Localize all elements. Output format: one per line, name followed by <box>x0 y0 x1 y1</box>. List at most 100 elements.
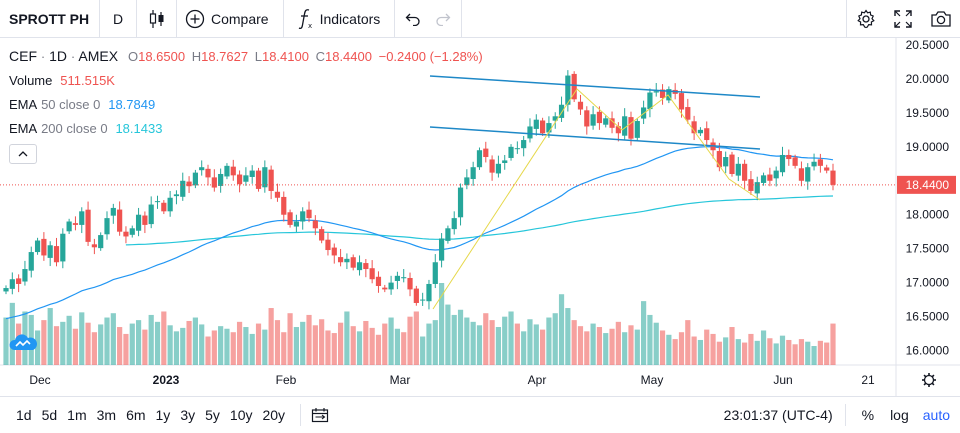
x-tick-label: Jun <box>773 373 792 387</box>
volume-bar <box>628 325 634 365</box>
candle-body <box>319 229 325 241</box>
gear-tooth <box>931 382 935 386</box>
volume-bar <box>476 325 483 365</box>
volume-bar <box>817 340 823 365</box>
redo-icon[interactable] <box>435 12 451 26</box>
candle-body <box>401 277 407 279</box>
legend-ohlc: O18.6500 H18.7627 L18.4100 C18.4400 −0.2… <box>128 49 483 64</box>
symbol-search[interactable]: SPROTT PH <box>0 0 100 38</box>
volume-bar <box>180 327 186 365</box>
ema200-params: 200 close 0 <box>41 121 108 136</box>
range-button-5y[interactable]: 5y <box>205 407 220 423</box>
candle-body <box>729 154 735 174</box>
snapshot-button[interactable] <box>922 0 960 38</box>
volume-bar <box>205 336 211 365</box>
volume-bar <box>773 343 779 365</box>
legend-dot: · <box>40 49 46 64</box>
chart-type-button[interactable] <box>137 0 177 38</box>
compare-label: Compare <box>211 10 269 27</box>
candle-body <box>344 258 350 263</box>
volume-bar <box>211 330 217 365</box>
undo-icon[interactable] <box>405 12 421 26</box>
toolbar-spacer <box>462 0 846 38</box>
candle-body <box>375 276 382 287</box>
candle-body <box>533 119 539 129</box>
indicators-button[interactable]: x Indicators <box>284 0 396 38</box>
candle-body <box>135 214 142 231</box>
zigzag-drawing <box>432 88 761 310</box>
compare-button[interactable]: Compare <box>177 0 284 38</box>
range-button-3m[interactable]: 3m <box>96 407 117 423</box>
volume-bar <box>830 323 836 365</box>
volume-bar <box>167 325 173 365</box>
range-button-6m[interactable]: 6m <box>126 407 146 423</box>
volume-bar <box>420 336 426 365</box>
percent-toggle[interactable]: % <box>861 407 875 423</box>
volume-bar <box>704 329 710 365</box>
legend-collapse-button[interactable] <box>9 144 37 164</box>
fullscreen-button[interactable] <box>884 0 922 38</box>
candle-body <box>287 212 293 225</box>
volume-bar <box>502 316 508 365</box>
range-button-20y[interactable]: 20y <box>262 407 286 423</box>
volume-bar <box>760 330 767 365</box>
range-button-10y[interactable]: 10y <box>229 407 253 423</box>
candle-body <box>420 299 426 301</box>
price-chart[interactable]: 20.500020.000019.500019.000018.500018.00… <box>0 38 960 396</box>
volume-bar <box>464 317 470 365</box>
low-value: 18.4100 <box>261 49 309 64</box>
volume-bar <box>262 329 268 365</box>
range-button-3y[interactable]: 3y <box>180 407 196 423</box>
volume-bar <box>154 321 161 365</box>
candle-body <box>678 93 685 110</box>
candle-body <box>735 163 741 176</box>
candle-body <box>558 104 565 118</box>
y-tick-label: 16.0000 <box>906 344 950 358</box>
gear-ring <box>923 374 935 386</box>
volume-bar <box>540 329 546 365</box>
close-label: C <box>315 49 325 64</box>
candle-body <box>824 167 830 171</box>
volume-bar <box>596 327 603 365</box>
range-button-1y[interactable]: 1y <box>155 407 171 423</box>
volume-bar <box>641 301 647 365</box>
candle-body <box>123 231 129 237</box>
candle-body <box>760 175 767 183</box>
volume-bar <box>407 316 413 365</box>
y-tick-label: 20.5000 <box>906 38 950 52</box>
candle-body <box>508 146 514 158</box>
candle-body <box>552 116 558 121</box>
candle-body <box>445 228 451 241</box>
candle-body <box>16 278 22 284</box>
x-tick-label: Dec <box>29 373 50 387</box>
log-toggle[interactable]: log <box>890 407 909 423</box>
interval-button[interactable]: D <box>100 0 137 38</box>
auto-scale-toggle[interactable]: auto <box>922 407 950 423</box>
candle-body <box>3 288 9 292</box>
candle-body <box>407 277 413 290</box>
top-toolbar: SPROTT PH D Compare x Indicators <box>0 0 960 38</box>
candle-body <box>483 148 489 158</box>
volume-bar <box>413 311 419 365</box>
range-button-5d[interactable]: 5d <box>41 407 58 423</box>
volume-bar <box>748 333 754 365</box>
candle-body <box>521 140 527 149</box>
volume-bar <box>388 317 394 365</box>
volume-bar <box>603 333 609 365</box>
volume-bar <box>779 335 786 365</box>
candle-body <box>659 89 666 98</box>
candle-body <box>615 126 621 134</box>
volume-bar <box>723 337 729 365</box>
settings-button[interactable] <box>846 0 884 38</box>
volume-bar <box>634 329 640 365</box>
axis-settings-icon[interactable] <box>922 373 936 387</box>
volume-bar <box>514 323 520 365</box>
volume-bar <box>672 339 678 365</box>
candle-body <box>243 175 249 182</box>
volume-bar <box>495 327 502 365</box>
volume-bar <box>337 322 344 365</box>
range-button-1d[interactable]: 1d <box>16 407 32 423</box>
date-range-icon[interactable] <box>311 407 329 423</box>
range-button-1m[interactable]: 1m <box>67 407 87 423</box>
volume-bar <box>786 339 792 365</box>
